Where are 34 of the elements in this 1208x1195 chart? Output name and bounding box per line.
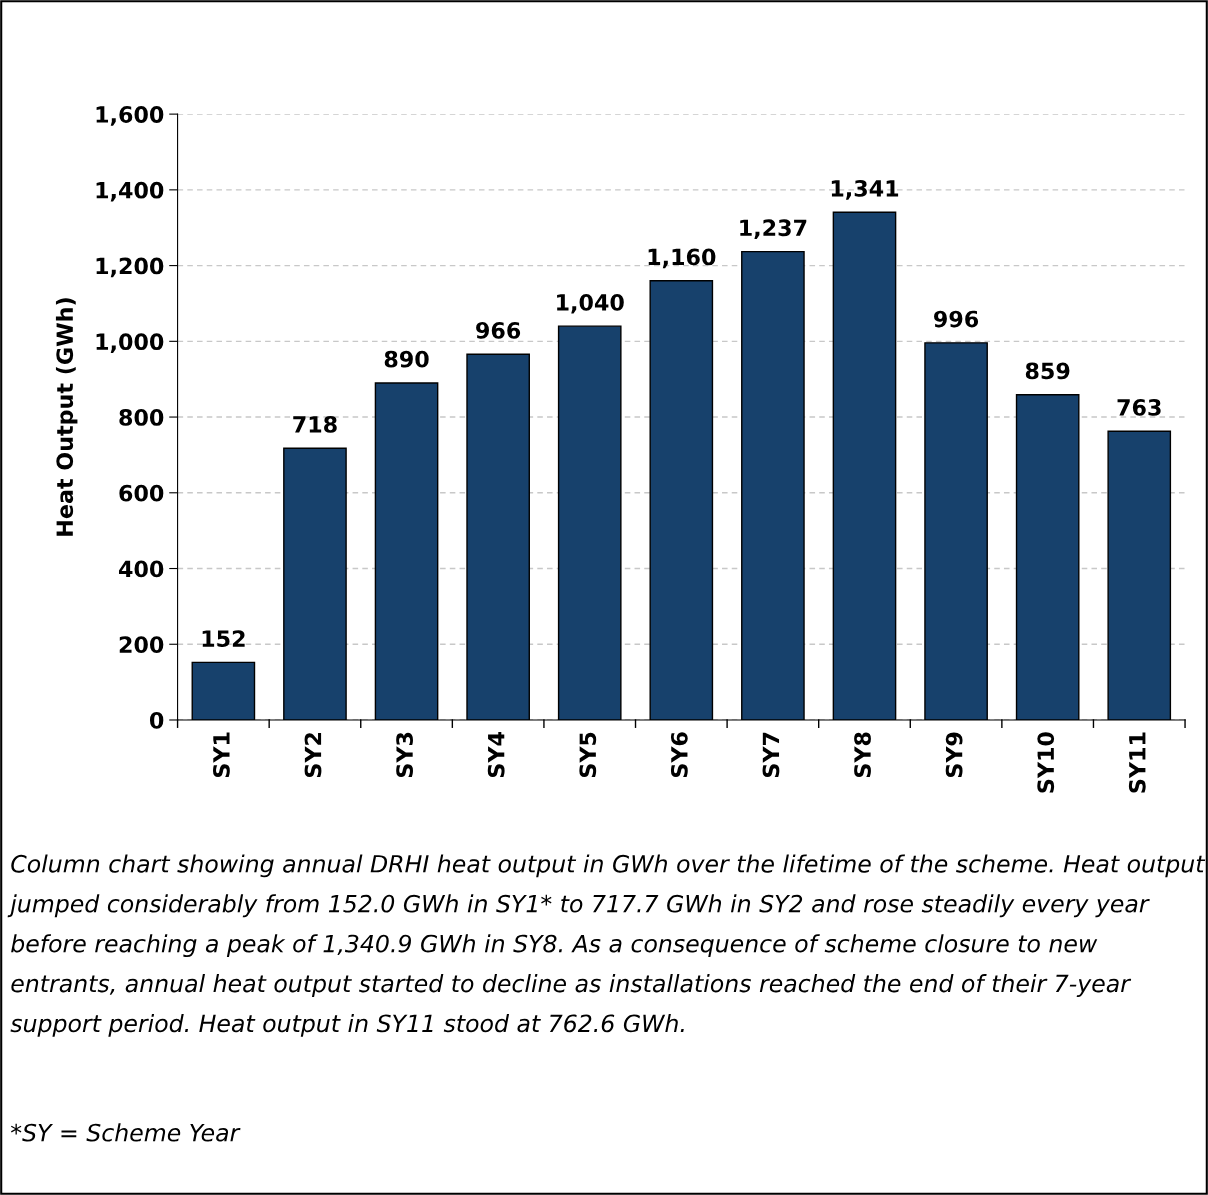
y-tick-label: 1,400 [96, 181, 164, 202]
data-label: 763 [1117, 398, 1161, 416]
x-tick-label: SY6 [670, 732, 688, 778]
x-tick-label: SY8 [854, 732, 871, 778]
y-axis-title: Heat Output (GWh) [55, 298, 78, 536]
x-tick-label: SY3 [396, 732, 413, 778]
data-label: 152 [202, 630, 245, 648]
text: Column chart showing annual DRHI heat output in GWh over the lifetime of the scheme. Heat output jumped considerably from 152.0 GWh in SY1* to 717.7 GWh in SY2 and rose steadily every year before reaching a peak of 1,340.9 GWh in SY8. As a consequence of scheme closure to new entrants, annual heat output started to decline as installations reached the end of their 7-year support period. Heat output in SY11 stood at 762.6 GWh. [7, 854, 1206, 1037]
y-tick-label: 800 [119, 409, 164, 426]
x-tick-label: SY1 [213, 732, 230, 778]
data-label: 1,160 [648, 248, 716, 269]
x-tick-label: SY2 [304, 733, 322, 778]
data-label: 718 [293, 415, 337, 433]
data-label: 966 [476, 321, 521, 339]
x-tick-label: SY5 [579, 732, 597, 778]
y-tick-label: 200 [119, 636, 164, 654]
y-tick-label: 400 [119, 560, 164, 578]
data-label: 1,341 [831, 180, 899, 200]
data-label: 890 [384, 350, 429, 368]
data-label: 859 [1025, 362, 1070, 380]
y-tick-label: 0 [149, 711, 164, 729]
data-label: 996 [934, 310, 979, 328]
y-tick-label: 1,600 [96, 106, 164, 126]
y-tick-label: 600 [119, 484, 164, 502]
data-label: 1,040 [557, 293, 624, 314]
y-tick-label: 1,200 [96, 257, 164, 278]
x-tick-label: SY10 [1037, 732, 1055, 793]
x-tick-label: SY7 [762, 732, 780, 778]
text: *SY = Scheme Year [10, 1123, 241, 1142]
x-tick-label: SY4 [487, 732, 505, 778]
x-tick-label: SY11 [1128, 732, 1146, 793]
x-tick-label: SY9 [945, 732, 963, 778]
y-tick-label: 1,000 [96, 333, 164, 353]
data-label: 1,237 [740, 219, 807, 239]
